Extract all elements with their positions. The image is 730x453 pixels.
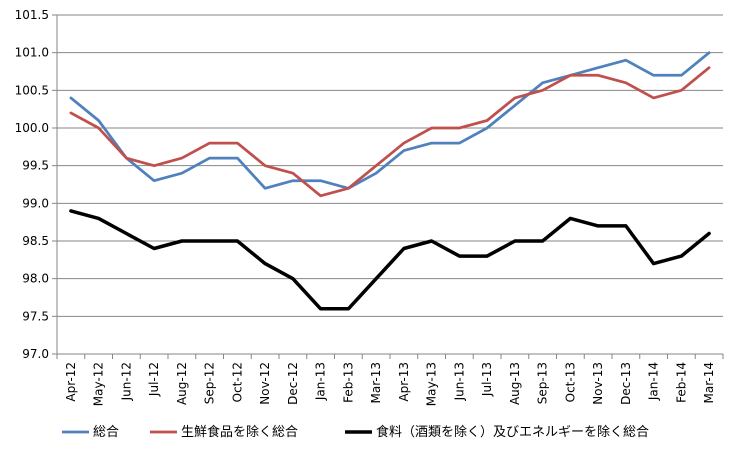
- x-tick-label: Sep-12: [203, 362, 217, 404]
- x-tick-label: May-13: [425, 362, 439, 406]
- x-tick-label: Feb-13: [341, 362, 355, 403]
- x-tick-label: Aug-13: [508, 362, 522, 405]
- series-line-2: [69, 66, 711, 198]
- x-tick-label: Jan-13: [314, 362, 328, 401]
- y-tick-label: 100.0: [15, 121, 49, 135]
- x-tick-label: Jul-13: [480, 362, 494, 397]
- x-axis-ticks: Apr-12 May-12 Jun-12 Jul-12 Aug-12 Sep-12 Oct-…: [64, 362, 716, 406]
- x-tick-label: Nov-13: [591, 362, 605, 405]
- legend-label-1: 総合: [93, 425, 119, 440]
- x-tick-label: Mar-14: [702, 362, 716, 403]
- legend-label-2: 生鮮食品を除く総合: [181, 424, 298, 440]
- x-tick-label: Nov-12: [258, 362, 272, 405]
- y-tick-label: 98.5: [22, 234, 49, 248]
- y-axis-ticks: 97.0 97.5 98.0 98.5 99.0 99.5 100.0 100.5 101.0 1…: [15, 8, 49, 361]
- series-line-1: [69, 51, 711, 190]
- x-tick-label: Jul-12: [147, 362, 161, 397]
- x-tick-label: Jun-13: [452, 362, 466, 401]
- x-tick-label: Aug-12: [175, 362, 189, 405]
- y-tick-label: 98.0: [22, 272, 49, 286]
- x-tick-label: Apr-12: [64, 362, 78, 402]
- y-tick-label: 97.5: [22, 309, 49, 323]
- series-lines: [69, 51, 711, 311]
- x-tick-label: Oct-12: [230, 362, 244, 402]
- series-line-3: [69, 209, 711, 311]
- x-tick-label: Apr-13: [397, 362, 411, 402]
- x-tick-label: May-12: [92, 362, 106, 406]
- x-tick-label: Dec-12: [286, 362, 300, 405]
- y-tick-label: 101.0: [15, 46, 49, 60]
- y-tick-label: 99.5: [22, 159, 49, 173]
- x-tick-label: Mar-13: [369, 362, 383, 403]
- y-tick-label: 97.0: [22, 347, 49, 361]
- x-tick-label: Oct-13: [563, 362, 577, 402]
- legend-label-3: 食料（酒類を除く）及びエネルギーを除く総合: [376, 424, 649, 440]
- legend: 総合 生鮮食品を除く総合 食料（酒類を除く）及びエネルギーを除く総合: [62, 424, 649, 440]
- x-tick-label: Jun-12: [119, 362, 133, 401]
- x-tick-label: Feb-14: [674, 362, 688, 403]
- x-tick-label: Jan-14: [647, 362, 661, 401]
- x-tick-label: Dec-13: [619, 362, 633, 405]
- axes: [52, 14, 724, 359]
- y-tick-label: 101.5: [15, 8, 49, 22]
- x-tick-label: Sep-13: [536, 362, 550, 404]
- y-tick-label: 99.0: [22, 196, 49, 210]
- grid-lines: [57, 14, 723, 317]
- y-tick-label: 100.5: [15, 83, 49, 97]
